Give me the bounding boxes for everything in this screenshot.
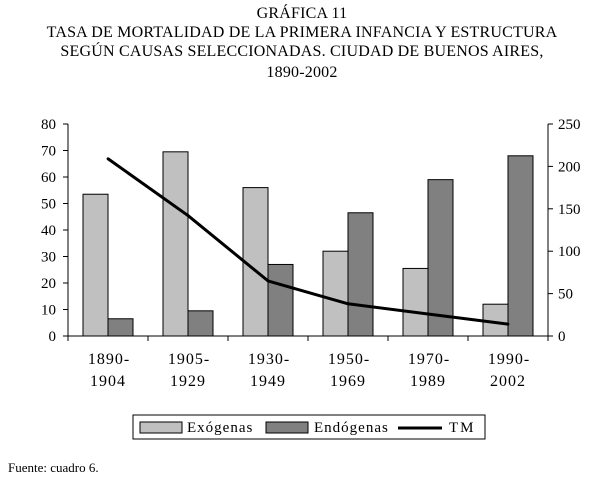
- tm-point: [106, 157, 110, 161]
- tm-point: [346, 302, 350, 306]
- x-tick-label: 1950-: [328, 351, 370, 368]
- x-tick-label: 1949: [250, 373, 286, 390]
- tm-point: [506, 322, 510, 326]
- left-tick-label: 10: [41, 303, 56, 319]
- bar-endogenas: [107, 318, 134, 337]
- bar-endogenas: [267, 263, 294, 337]
- legend-label-endogenas: Endógenas: [314, 420, 389, 436]
- chart-title-line-2: SEGÚN CAUSAS SELECCIONADAS. CIUDAD DE BU…: [60, 43, 544, 60]
- right-tick-label: 100: [558, 244, 581, 260]
- legend-label-tm: TM: [449, 420, 476, 436]
- bar-endogenas: [347, 212, 374, 337]
- bar-exogenas: [242, 187, 269, 337]
- x-tick-label: 2002: [490, 373, 526, 390]
- x-tick-label: 1989: [410, 373, 446, 390]
- left-tick-label: 60: [41, 170, 56, 186]
- x-tick-label: 1990-: [488, 351, 530, 368]
- chart-title-years: 1890-2002: [266, 64, 338, 81]
- x-tick-label: 1904: [90, 373, 126, 390]
- left-tick-label: 20: [41, 276, 56, 292]
- x-tick-label: 1929: [170, 373, 206, 390]
- source-note: Fuente: cuadro 6.: [8, 460, 99, 475]
- left-tick-label: 50: [41, 197, 56, 213]
- tm-point: [266, 279, 270, 283]
- legend-label-exogenas: Exógenas: [187, 420, 253, 436]
- right-tick-label: 50: [558, 287, 573, 303]
- bar-exogenas: [82, 193, 109, 337]
- chart-title-label: GRÁFICA 11: [256, 5, 348, 22]
- x-tick-label: 1970-: [408, 351, 450, 368]
- tm-line: [107, 157, 509, 326]
- left-tick-label: 0: [49, 329, 57, 345]
- right-tick-label: 150: [558, 202, 581, 218]
- left-tick-label: 80: [41, 117, 56, 133]
- legend-swatch-exogenas: [139, 421, 183, 434]
- bar-exogenas: [162, 151, 189, 337]
- left-tick-label: 70: [41, 144, 56, 160]
- right-tick-label: 0: [558, 329, 566, 345]
- left-tick-label: 30: [41, 250, 56, 266]
- tm-point: [426, 312, 430, 316]
- bar-endogenas: [507, 155, 534, 337]
- tm-point: [186, 214, 190, 217]
- x-tick-label: 1890-: [88, 351, 130, 368]
- legend-swatch-endogenas: [265, 421, 309, 434]
- right-tick-label: 250: [558, 117, 581, 133]
- bar-exogenas: [402, 267, 429, 337]
- bar-endogenas: [187, 310, 214, 337]
- right-tick-label: 200: [558, 159, 581, 175]
- left-tick-label: 40: [41, 223, 56, 239]
- bar-endogenas: [427, 179, 454, 337]
- x-tick-label: 1905-: [168, 351, 210, 368]
- x-tick-label: 1930-: [248, 351, 290, 368]
- chart-title-line-1: TASA DE MORTALIDAD DE LA PRIMERA INFANCI…: [46, 24, 558, 41]
- x-tick-label: 1969: [330, 373, 366, 390]
- bar-exogenas: [322, 250, 349, 337]
